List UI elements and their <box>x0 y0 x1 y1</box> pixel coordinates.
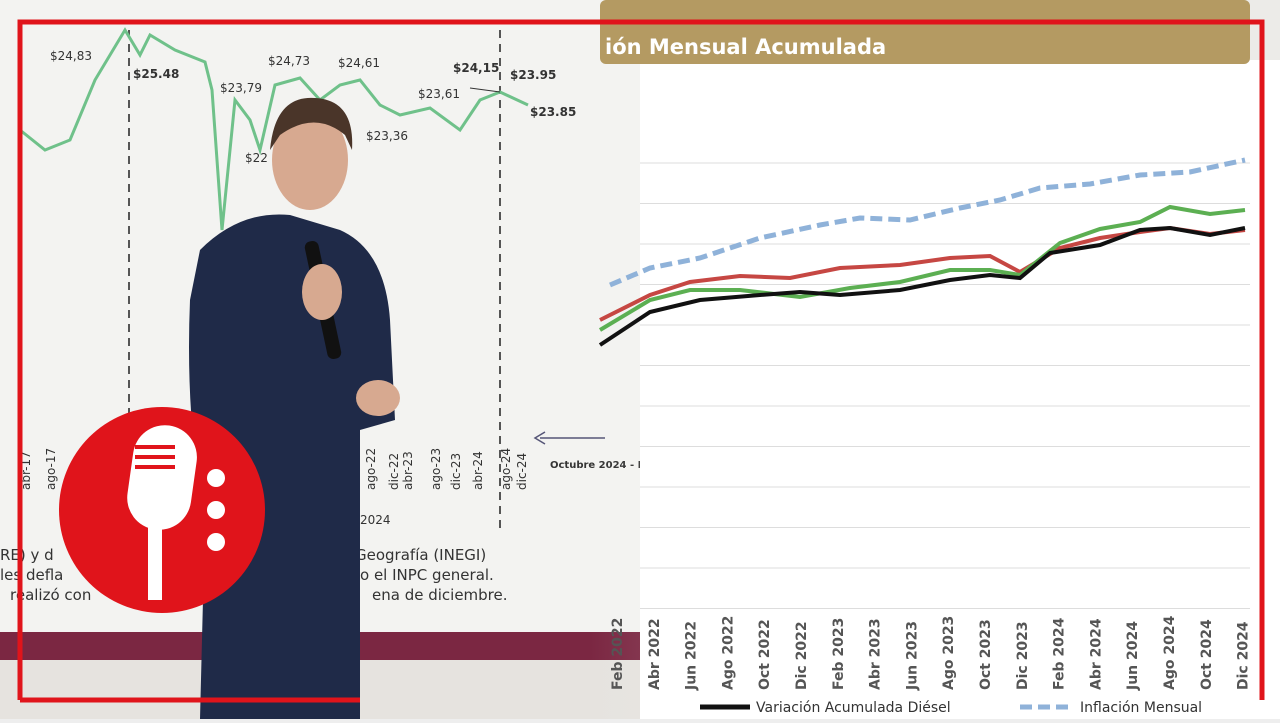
x-label: ago-24 <box>499 448 513 490</box>
mic-grill <box>135 445 175 449</box>
x-label: Jun 2024 <box>1125 621 1141 691</box>
footnote: les defla <box>0 566 63 584</box>
right-x-axis: Feb 2022 Abr 2022 Jun 2022 Ago 2022 Oct 2022… <box>610 615 1252 691</box>
x-label: Jun 2022 <box>684 621 700 691</box>
x-label: Oct 2024 <box>1199 619 1215 690</box>
footnote: o el INPC general. <box>360 566 494 584</box>
left-labels: $24,83 $25.48 $23,79 $24,73 $24,61 $23,36 $23,… <box>0 49 702 604</box>
mic-stand <box>148 520 162 600</box>
price-label: $23.85 <box>530 105 576 119</box>
right-grid <box>640 162 1250 609</box>
price-label: $23.95 <box>510 68 556 82</box>
left-chart: $24,83 $25.48 $23,79 $24,73 $24,61 $23,36 $23,… <box>0 27 702 604</box>
x-label: Ago 2022 <box>720 616 736 690</box>
footnote: RE) y d <box>0 546 54 564</box>
right-panel <box>640 60 1280 719</box>
x-label: dic-23 <box>449 453 463 490</box>
speaker <box>189 97 400 719</box>
x-label: Jun 2023 <box>904 621 920 691</box>
arrow-head <box>533 431 546 445</box>
logo <box>59 407 265 613</box>
x-label: Dic 2023 <box>1015 621 1031 690</box>
hair <box>270 97 353 150</box>
price-label: $23,36 <box>366 129 408 143</box>
suit <box>189 214 395 719</box>
hand <box>356 380 400 416</box>
x-label: Ago 2024 <box>1162 615 1178 690</box>
diesel-line <box>598 225 1246 347</box>
price-line <box>19 27 529 231</box>
x-label: Feb 2023 <box>831 618 847 690</box>
footnote: realizó con <box>10 586 91 604</box>
x-label: dic-24 <box>515 453 529 490</box>
price-label: $23,79 <box>220 81 262 95</box>
price-label: $24,61 <box>338 56 380 70</box>
inflation-line <box>609 157 1246 288</box>
x-label: Oct 2022 <box>757 619 773 690</box>
right-title: ión Mensual Acumulada <box>605 35 886 59</box>
x-label: Oct 2023 <box>978 619 994 690</box>
mic-grill <box>135 455 175 459</box>
price-label: $22 <box>245 151 268 165</box>
mic-grill <box>135 465 175 469</box>
title-bar <box>600 0 1250 64</box>
pointer <box>469 87 501 93</box>
frame <box>17 19 1265 700</box>
x-label: ago-17 <box>44 448 58 490</box>
x-label: dic-22 <box>387 453 401 490</box>
x-label: abr-23 <box>401 451 415 490</box>
legend-label: Variación Acumulada Diésel <box>756 700 951 716</box>
year-label: 2024 <box>360 513 391 527</box>
footnote: ena de diciembre. <box>372 586 508 604</box>
x-label: abr-24 <box>471 451 485 490</box>
footnote: Geografía (INEGI) <box>355 546 486 564</box>
x-label: ago-22 <box>364 448 378 490</box>
x-label: Dic 2024 <box>1236 621 1252 690</box>
legend-label: Inflación Mensual <box>1080 700 1202 716</box>
price-label: $24,15 <box>453 61 499 75</box>
price-label: $23,61 <box>418 87 460 101</box>
x-label: Ago 2023 <box>941 616 957 690</box>
x-label: Dic 2022 <box>794 621 810 690</box>
x-label: ago-23 <box>429 448 443 490</box>
price-label: $25.48 <box>133 67 179 81</box>
x-label: Feb 2022 <box>610 618 626 690</box>
price-label: $24,83 <box>50 49 92 63</box>
x-label: Abr 2022 <box>647 618 663 690</box>
x-label: Abr 2024 <box>1088 618 1104 690</box>
hand <box>302 264 342 320</box>
dot <box>207 469 225 487</box>
x-label: Abr 2023 <box>868 618 884 690</box>
mic-head <box>127 425 197 530</box>
dot <box>207 501 225 519</box>
x-label: Feb 2024 <box>1052 617 1068 690</box>
face <box>272 110 348 210</box>
price-label: $24,73 <box>268 54 310 68</box>
dot <box>207 533 225 551</box>
gasoline-premium-line <box>598 204 1246 332</box>
